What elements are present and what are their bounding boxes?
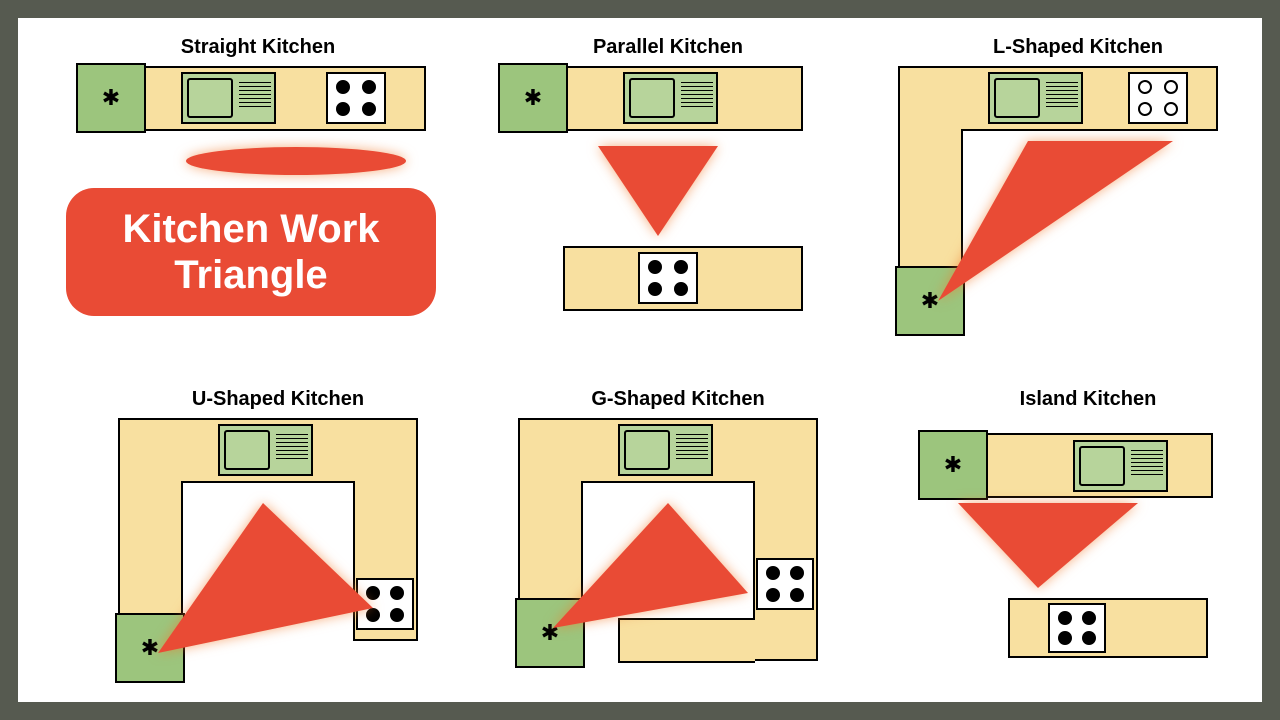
work-triangle — [498, 418, 838, 688]
work-shape — [66, 66, 426, 186]
title-parallel: Parallel Kitchen — [538, 36, 798, 59]
title-ushaped: U-Shaped Kitchen — [148, 388, 408, 411]
title-lshaped: L-Shaped Kitchen — [948, 36, 1208, 59]
layout-lshaped — [898, 66, 1238, 346]
diagram-canvas: Straight Kitchen Parallel Kitchen L-Shap… — [18, 18, 1262, 702]
title-island: Island Kitchen — [958, 388, 1218, 411]
work-triangle — [918, 418, 1238, 688]
title-gshaped: G-Shaped Kitchen — [548, 388, 808, 411]
layout-island — [918, 418, 1238, 688]
layout-ushaped — [98, 418, 438, 688]
layout-straight — [66, 66, 426, 186]
layout-parallel — [488, 66, 808, 326]
work-triangle — [98, 418, 438, 688]
main-title-badge: Kitchen Work Triangle — [66, 188, 436, 316]
title-straight: Straight Kitchen — [128, 36, 388, 59]
layout-gshaped — [498, 418, 838, 688]
work-triangle — [488, 66, 808, 326]
work-triangle — [898, 66, 1238, 346]
